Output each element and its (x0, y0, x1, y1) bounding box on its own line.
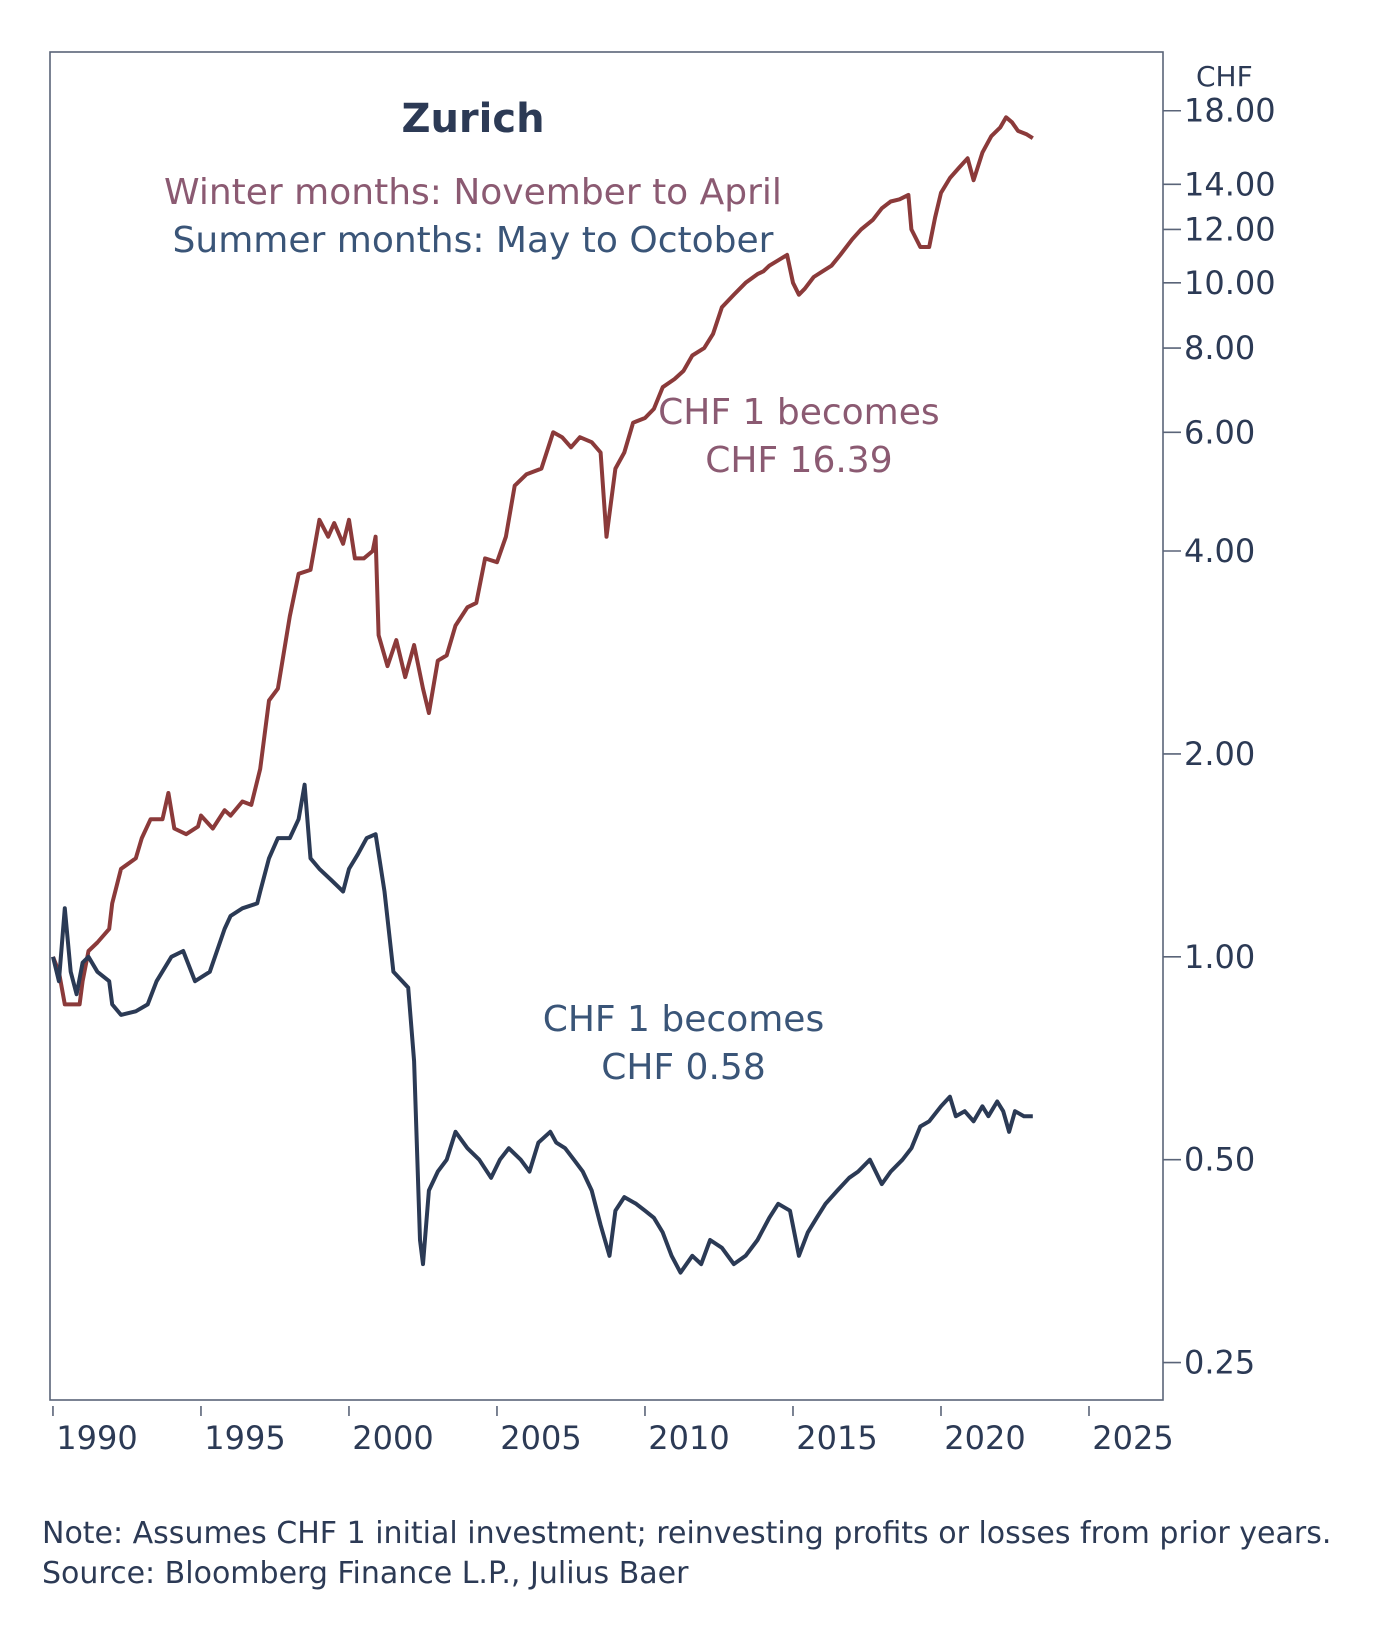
x-tick-label: 1990 (56, 1419, 137, 1457)
y-tick-label: 6.00 (1184, 413, 1255, 451)
y-tick-label: 10.00 (1184, 264, 1276, 302)
winter-series-line (51, 115, 1034, 1007)
y-tick-label: 14.00 (1184, 165, 1276, 203)
summer-result-annotation: CHF 0.58 (601, 1047, 766, 1088)
chart-title: Zurich (401, 96, 544, 142)
footnote: Note: Assumes CHF 1 initial investment; … (42, 1516, 1332, 1591)
y-axis-unit-label: CHF (1196, 60, 1253, 93)
y-tick-label: 1.00 (1184, 938, 1255, 976)
summer-result-annotation: CHF 1 becomes (543, 999, 825, 1040)
x-tick-label: 2000 (352, 1419, 433, 1457)
y-tick-label: 12.00 (1184, 210, 1276, 248)
y-tick-label: 18.00 (1184, 92, 1276, 130)
y-tick-label: 0.50 (1184, 1141, 1255, 1179)
plot-frame (49, 51, 1164, 1401)
y-axis: 18.00 14.00 12.00 10.00 8.00 6.00 4.00 2.00 1.00… (1163, 92, 1276, 1382)
x-tick-label: 2015 (796, 1419, 877, 1457)
y-tick-label: 2.00 (1184, 735, 1255, 773)
y-tick-label: 4.00 (1184, 532, 1255, 570)
x-tick-label: 2020 (944, 1419, 1025, 1457)
winter-result-annotation: CHF 1 becomes (658, 392, 940, 433)
y-tick-label: 8.00 (1184, 329, 1255, 367)
summer-subtitle: Summer months: May to October (173, 220, 774, 261)
x-tick-label: 2025 (1092, 1419, 1173, 1457)
x-tick-label: 2005 (500, 1419, 581, 1457)
chart: Zurich Winter months: November to April … (49, 51, 1276, 1457)
y-tick-label: 0.25 (1184, 1344, 1255, 1382)
series-layer (51, 115, 1034, 1275)
winter-result-annotation: CHF 16.39 (705, 440, 892, 481)
x-axis: 1990 1995 2000 2005 2010 2015 2020 2025 (52, 1406, 1174, 1457)
x-tick-label: 1995 (204, 1419, 285, 1457)
winter-subtitle: Winter months: November to April (164, 172, 782, 213)
summer-series-line (51, 782, 1033, 1275)
x-tick-label: 2010 (648, 1419, 729, 1457)
annotation-layer: CHF 1 becomes CHF 16.39 CHF 1 becomes CHF 0… (543, 392, 940, 1088)
